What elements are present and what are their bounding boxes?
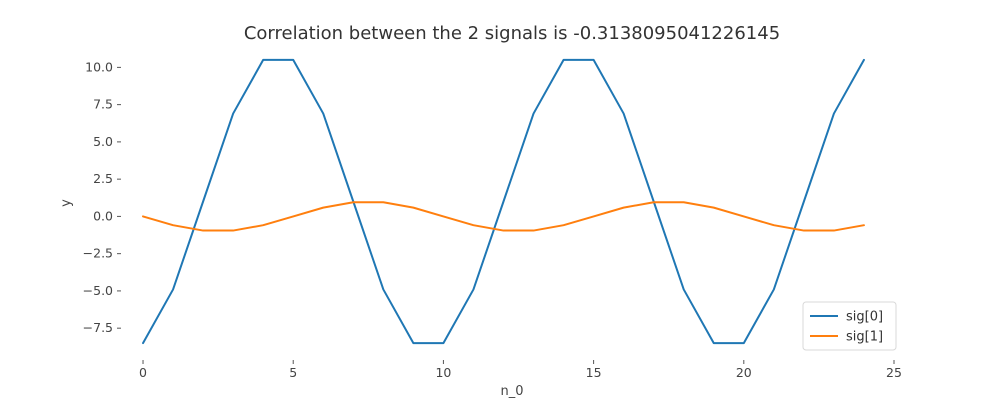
legend: sig[0] sig[1] bbox=[802, 301, 897, 351]
series-layer bbox=[142, 58, 865, 345]
x-tick-label: 20 bbox=[736, 365, 752, 380]
y-axis: −7.5 −5.0 −2.5 0.0 2.5 5.0 7.5 10.0 bbox=[83, 59, 121, 335]
y-tick-label: 5.0 bbox=[93, 134, 113, 149]
x-axis: 0 5 10 15 20 25 bbox=[139, 360, 902, 380]
y-tick-label: −5.0 bbox=[83, 283, 113, 298]
y-axis-label: y bbox=[59, 199, 74, 207]
y-tick-label: −7.5 bbox=[83, 320, 113, 335]
x-axis-label: n_0 bbox=[500, 384, 523, 399]
x-tick-label: 10 bbox=[435, 365, 451, 380]
y-tick-label: 0.0 bbox=[93, 208, 113, 223]
x-tick-label: 0 bbox=[139, 365, 147, 380]
legend-label: sig[0] bbox=[846, 310, 883, 325]
y-tick-label: 10.0 bbox=[85, 59, 113, 74]
x-tick-label: 15 bbox=[586, 365, 602, 380]
y-tick-label: −2.5 bbox=[83, 246, 113, 261]
y-tick-label: 2.5 bbox=[93, 171, 113, 186]
x-tick-label: 5 bbox=[289, 365, 297, 380]
legend-label: sig[1] bbox=[846, 330, 883, 345]
y-tick-label: 7.5 bbox=[93, 97, 113, 112]
series-line-0 bbox=[142, 58, 865, 345]
series-line-1 bbox=[142, 201, 865, 232]
x-tick-label: 25 bbox=[886, 365, 902, 380]
chart-title: Correlation between the 2 signals is -0.… bbox=[244, 23, 780, 44]
legend-box bbox=[802, 301, 897, 351]
